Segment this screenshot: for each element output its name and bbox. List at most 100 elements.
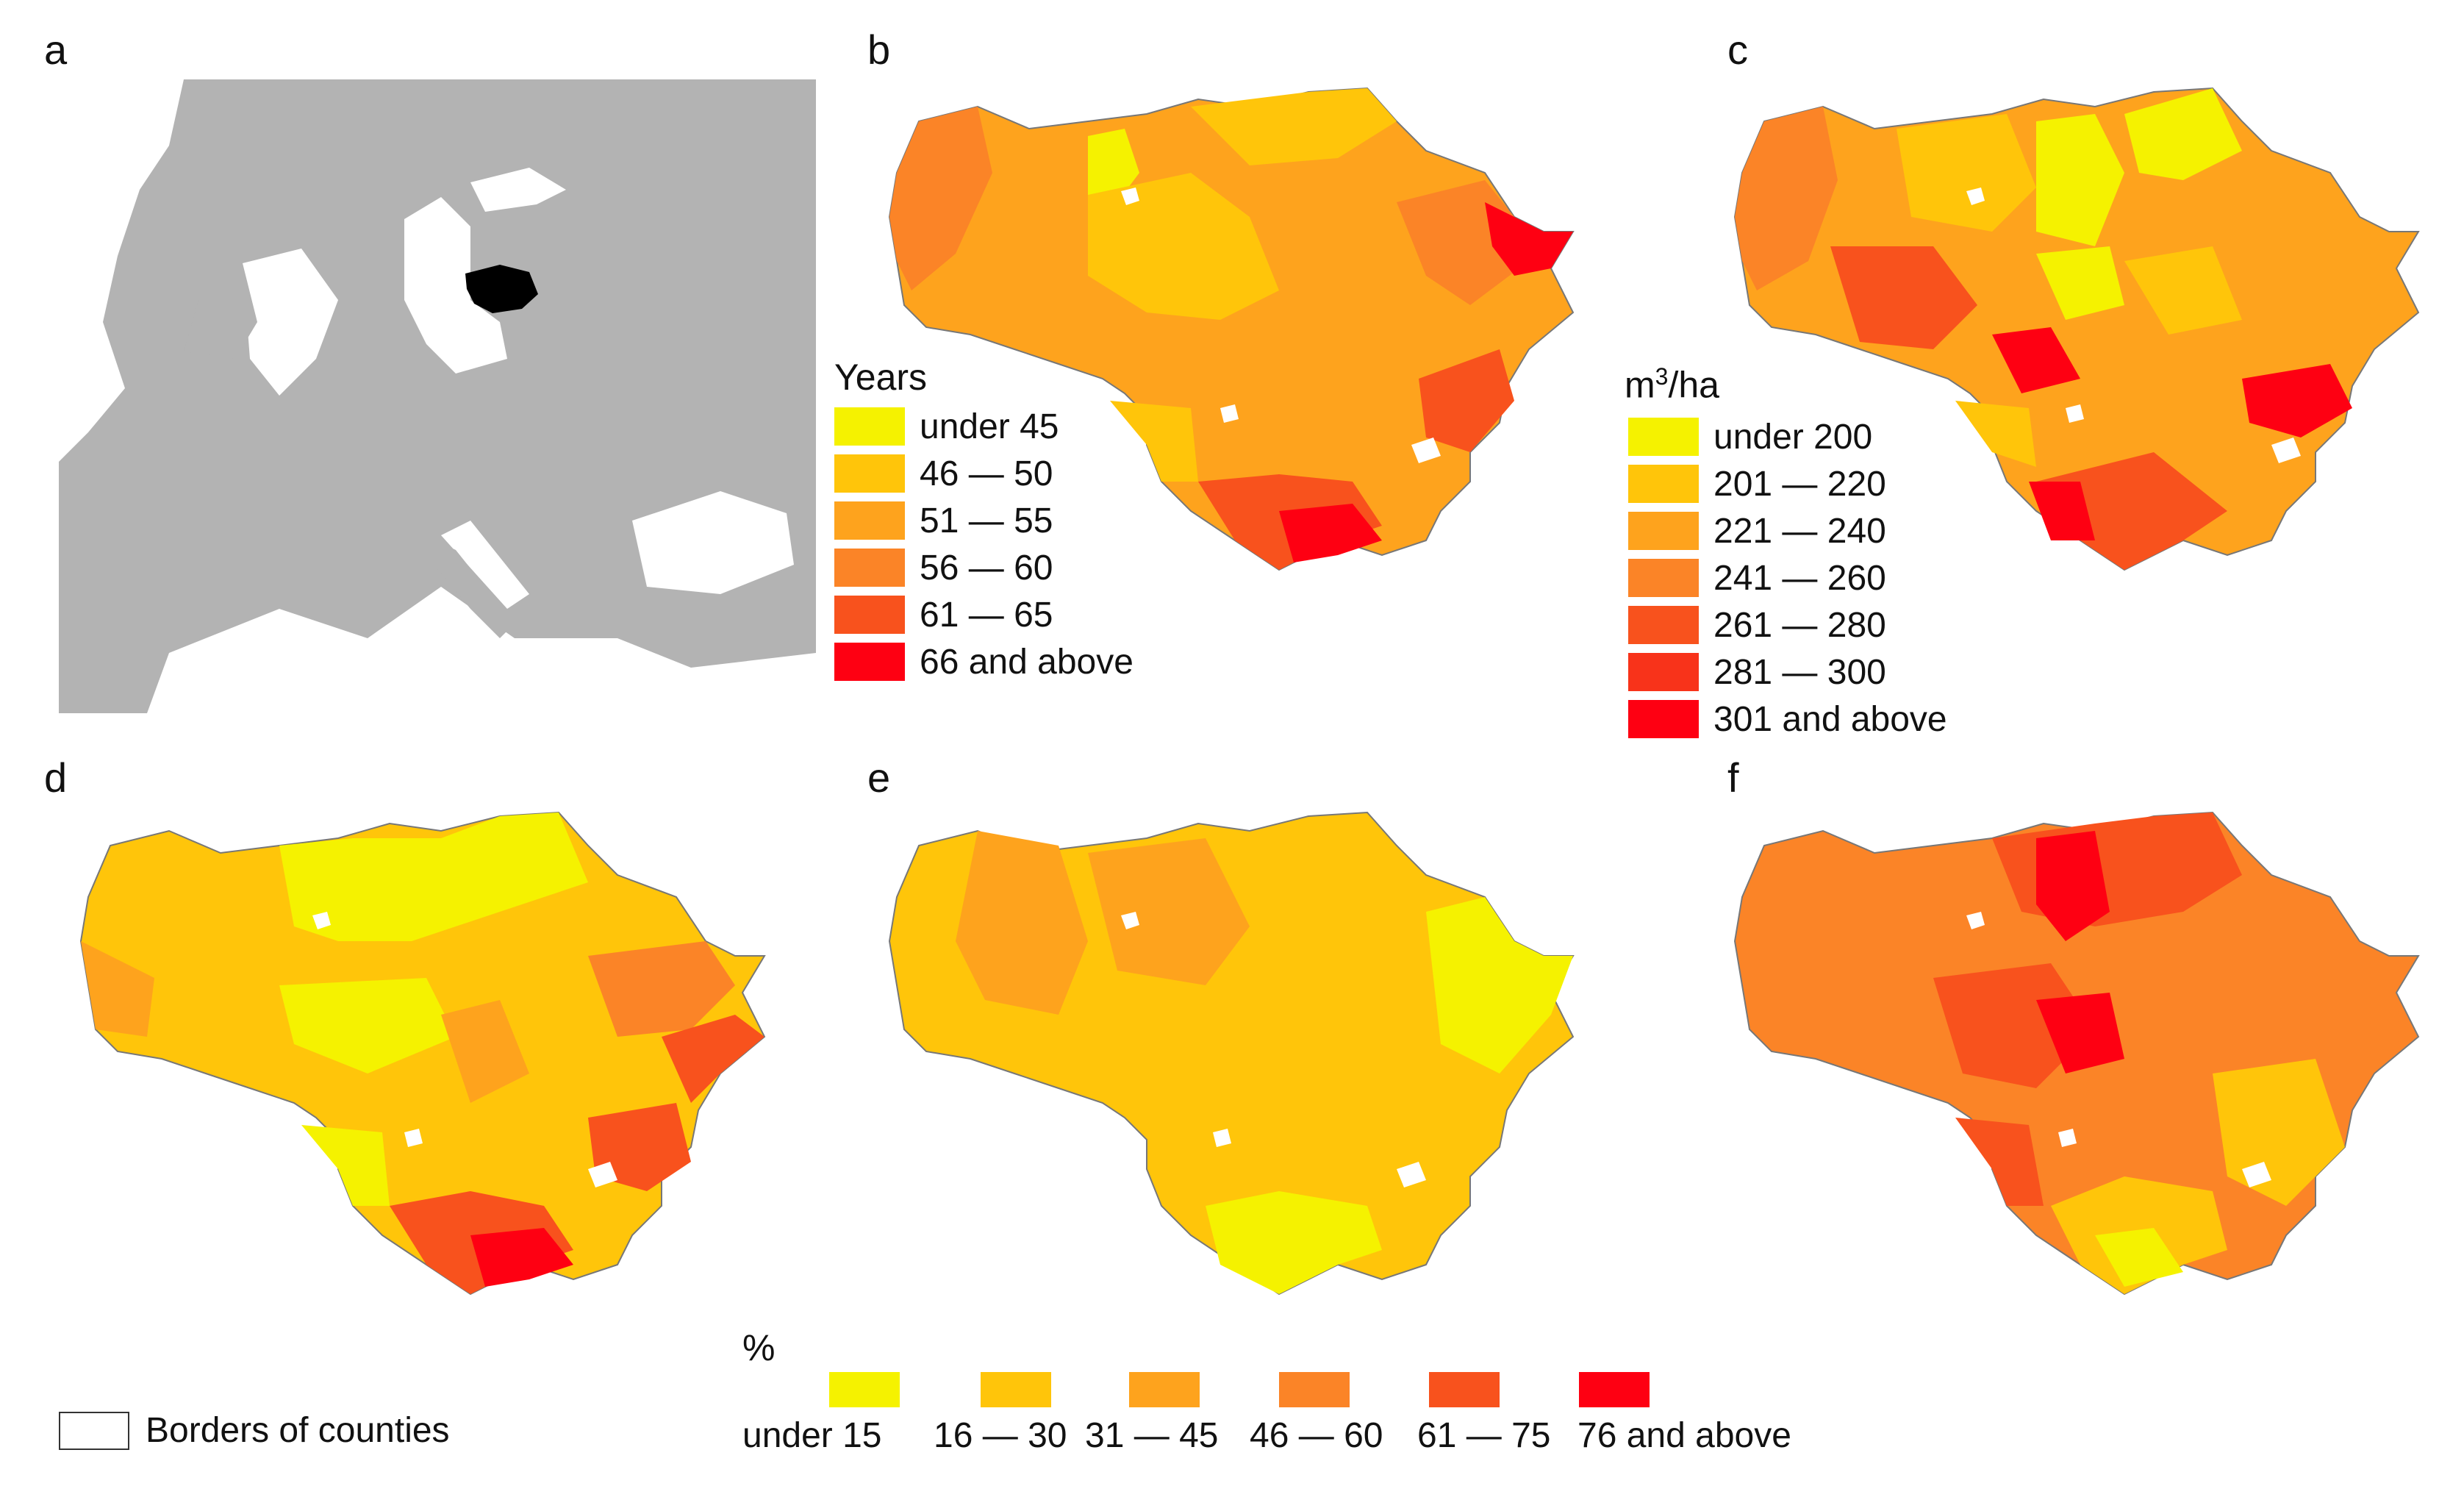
legend-b: under 45 46 — 50 51 — 55 56 — 60 61 — 65… [834,403,1133,685]
legend-c-title-main: m [1625,364,1655,406]
legend-b-label: under 45 [920,407,1059,446]
city-e-1 [1121,912,1139,929]
region-d-east-orange [588,941,735,1037]
region-c-center-red [1992,327,2080,393]
region-d-center-orange [441,1000,529,1103]
legend-b-swatch [834,549,905,587]
region-d-east-red [662,1015,764,1103]
region-d-north-yellow [279,812,588,941]
region-e-north-orange [1088,838,1250,985]
legend-pct-label: 61 — 75 [1417,1416,1551,1455]
legend-c-row: 261 — 280 [1628,601,1947,649]
region-c-north-center [1897,114,2036,232]
city-d-2 [404,1129,423,1147]
legend-c-title-sup: 3 [1655,363,1669,390]
black-sea [632,491,794,594]
legend-pct-label: 31 — 45 [1085,1416,1219,1455]
panel-label-a: a [44,26,68,73]
region-b-south-red [1279,504,1382,562]
panel-label-f: f [1727,754,1739,801]
region-d-southeast-red [588,1103,691,1191]
legend-pct-swatch [829,1372,900,1407]
city-b-2 [1220,404,1239,423]
legend-pct-label: 16 — 30 [934,1416,1067,1455]
region-f-southwest-red [1955,1118,2044,1206]
legend-c-row: under 200 [1628,413,1947,460]
legend-c-swatch [1628,653,1699,691]
legend-c-label: 261 — 280 [1713,605,1886,645]
legend-c-swatch [1628,606,1699,644]
map-f-share [1734,812,2419,1295]
region-c-center-yellow [2036,246,2124,320]
legend-c-label: 201 — 220 [1713,464,1886,504]
ireland [125,256,169,329]
legend-c-row: 281 — 300 [1628,649,1947,696]
legend-b-row: 51 — 55 [834,497,1133,544]
legend-c-title-rest: /ha [1668,364,1719,406]
region-b-north-yellow [1088,129,1139,202]
legend-c-row: 241 — 260 [1628,554,1947,601]
legend-c-row: 301 and above [1628,696,1947,743]
region-b-center [1088,173,1279,320]
region-c-west-red [1830,246,1977,349]
region-b-southeast [1419,349,1514,452]
city-d-1 [312,912,331,929]
britain [176,190,257,359]
legend-c-swatch [1628,512,1699,550]
region-f-center-red [1933,963,2095,1088]
legend-c-row: 221 — 240 [1628,507,1947,554]
region-c-center-orange [2124,246,2242,335]
legend-pct-swatch [1429,1372,1500,1407]
city-c-3 [2271,437,2301,463]
legend-c-title: m3/ha [1625,365,1719,404]
city-c-2 [2066,404,2084,423]
legend-pct-label: 76 and above [1577,1416,1791,1455]
borders-label: Borders of counties [146,1411,450,1450]
legend-c-swatch [1628,418,1699,456]
atlantic-sea [59,79,184,462]
legend-b-swatch [834,454,905,493]
legend-b-label: 61 — 65 [920,595,1053,635]
region-d-west-orange [81,941,154,1037]
legend-b-swatch [834,501,905,540]
map-d-share [80,812,765,1295]
region-b-east-red [1485,202,1573,276]
legend-c-swatch [1628,700,1699,738]
legend-b-label: 46 — 50 [920,454,1053,493]
map-b-forest-age [889,87,1574,571]
region-b-west-coast [889,107,992,290]
legend-pct-label: 46 — 60 [1250,1416,1383,1455]
region-e-northwest-orange [956,831,1088,1015]
map-c-volume [1734,87,2419,571]
panel-label-b: b [867,26,891,73]
legend-c-label: under 200 [1713,417,1873,457]
legend-pct-title: % [742,1327,776,1368]
europe-map [59,79,816,713]
city-b-3 [1411,437,1441,463]
region-e-south-yellow [1206,1191,1382,1294]
region-c-west [1735,107,1838,290]
region-c-northeast-yellow [2124,88,2242,180]
legend-pct-swatch [1579,1372,1650,1407]
region-d-southwest-yellow [301,1125,390,1206]
panel-label-c: c [1727,26,1748,73]
region-c-north-yellow [2036,114,2124,246]
city-f-2 [2058,1129,2077,1147]
legend-c-label: 301 and above [1713,699,1947,739]
legend-pct-swatch [1129,1372,1200,1407]
legend-b-title: Years [834,357,928,398]
region-b-northeast [1191,88,1397,165]
region-e-east-yellow [1426,897,1573,1074]
region-f-north-darkred [2036,831,2110,941]
legend-c-label: 281 — 300 [1713,652,1886,692]
italy [426,535,515,638]
region-d-center-yellow [279,978,456,1074]
mediterranean-sea [147,587,816,713]
city-f-3 [2242,1162,2271,1187]
legend-pct-label: under 15 [742,1416,882,1455]
legend-b-row: under 45 [834,403,1133,450]
legend-b-row: 61 — 65 [834,591,1133,638]
legend-c-swatch [1628,559,1699,597]
baltic-sea [404,197,507,374]
city-b-1 [1121,187,1139,205]
